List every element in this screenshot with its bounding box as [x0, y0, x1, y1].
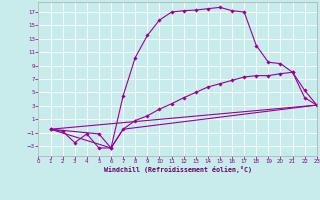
X-axis label: Windchill (Refroidissement éolien,°C): Windchill (Refroidissement éolien,°C)	[104, 166, 252, 173]
